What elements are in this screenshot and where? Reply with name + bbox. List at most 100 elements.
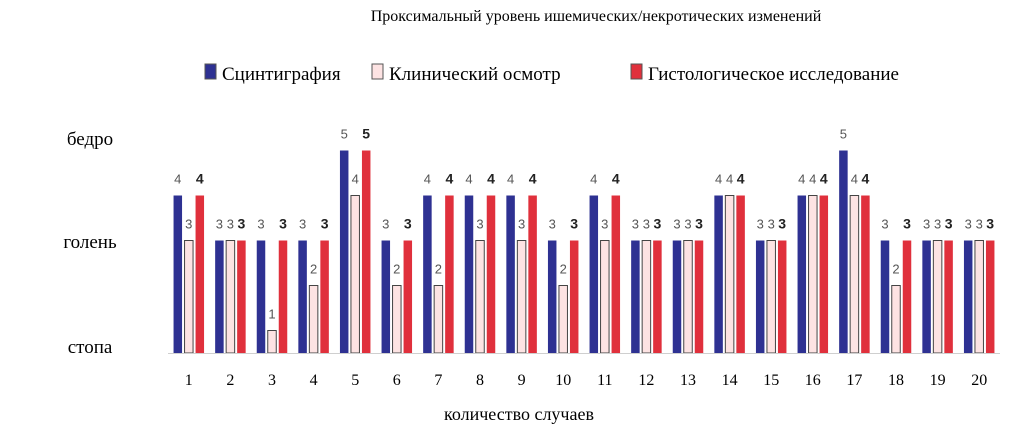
bar — [932, 240, 943, 354]
data-label: 3 — [881, 217, 888, 232]
data-label: 3 — [903, 216, 911, 232]
x-tick-label: 17 — [846, 372, 862, 389]
bar — [880, 240, 890, 353]
bar — [797, 195, 807, 353]
x-tick-label: 10 — [555, 372, 571, 389]
bar — [808, 195, 818, 354]
bar — [361, 150, 371, 353]
x-tick-label: 6 — [393, 372, 401, 389]
x-tick-label: 19 — [930, 372, 946, 389]
bar — [350, 195, 360, 354]
bar — [922, 240, 931, 353]
bar — [237, 240, 246, 353]
data-label: 4 — [174, 172, 181, 187]
bar — [839, 150, 848, 353]
bar — [308, 285, 319, 354]
bar — [433, 285, 444, 354]
x-tick-label: 4 — [310, 372, 318, 389]
data-label: 2 — [892, 262, 899, 277]
bar — [944, 240, 953, 353]
legend-label: Клинический осмотр — [389, 64, 561, 85]
bar — [963, 240, 973, 353]
y-tick-label: бедро — [67, 129, 113, 150]
bar — [298, 240, 307, 353]
data-label: 3 — [673, 217, 680, 232]
bar — [173, 195, 183, 353]
data-label: 2 — [393, 262, 400, 277]
bar — [641, 240, 652, 354]
data-label: 2 — [310, 262, 317, 277]
x-tick-label: 8 — [476, 372, 484, 389]
data-label: 4 — [487, 171, 495, 187]
bar — [589, 195, 599, 353]
data-label: 3 — [518, 217, 525, 232]
data-label: 3 — [778, 216, 786, 232]
data-label: 3 — [965, 217, 972, 232]
bar — [724, 195, 735, 354]
data-label: 4 — [529, 171, 537, 187]
bar — [475, 240, 485, 354]
bar — [381, 240, 391, 353]
bars — [173, 150, 995, 354]
bar — [600, 240, 610, 354]
bar — [974, 240, 984, 354]
bar — [777, 240, 787, 353]
legend-label: Сцинтиграфия — [222, 64, 341, 85]
data-label: 3 — [404, 216, 412, 232]
bar — [683, 240, 693, 354]
data-label: 3 — [185, 217, 192, 232]
x-tick-label: 5 — [351, 372, 359, 389]
bar — [464, 195, 474, 353]
bar — [403, 240, 413, 353]
bar — [631, 240, 640, 353]
legend-label: Гистологическое исследование — [648, 64, 899, 85]
y-tick-label: голень — [63, 232, 117, 253]
data-label: 3 — [986, 216, 994, 232]
data-label: 4 — [809, 172, 816, 187]
data-label: 4 — [612, 171, 620, 187]
data-label: 3 — [549, 217, 556, 232]
bar — [339, 150, 349, 353]
bar — [653, 240, 662, 353]
chart-title: Проксимальный уровень ишемических/некрот… — [371, 8, 822, 25]
data-label: 3 — [382, 217, 389, 232]
bar — [184, 240, 194, 354]
legend: Сцинтиграфия Клинический осмотр Гистологич… — [204, 63, 899, 85]
bar — [902, 240, 912, 353]
x-tick-label: 11 — [597, 372, 612, 389]
bar — [486, 195, 496, 353]
data-label: 3 — [570, 216, 578, 232]
data-label: 3 — [321, 216, 329, 232]
bar — [861, 195, 870, 353]
data-label: 3 — [934, 217, 941, 232]
bar — [506, 195, 515, 353]
bar — [736, 195, 745, 353]
bar — [215, 240, 224, 353]
bar — [849, 195, 860, 354]
legend-swatch — [371, 63, 384, 80]
x-tick-label: 7 — [434, 372, 442, 389]
x-tick-label: 1 — [185, 372, 193, 389]
bar — [611, 195, 621, 353]
data-label: 3 — [923, 217, 930, 232]
data-label: 5 — [840, 127, 847, 142]
data-label: 5 — [341, 127, 348, 142]
bar — [225, 240, 236, 354]
data-label: 3 — [238, 216, 246, 232]
bar — [256, 240, 266, 353]
data-label: 4 — [851, 172, 858, 187]
data-label: 4 — [737, 171, 745, 187]
legend-swatch — [204, 63, 217, 80]
x-tick-label: 15 — [763, 372, 779, 389]
data-label: 4 — [798, 172, 805, 187]
data-label: 3 — [227, 217, 234, 232]
x-tick-label: 2 — [226, 372, 234, 389]
x-axis: 1 2 3 4 5 6 7 8 9 10 11 12 13 14 15 16 17 18 19 20 — [168, 353, 1000, 389]
data-label: 3 — [768, 217, 775, 232]
bar — [392, 285, 402, 354]
bar — [267, 330, 277, 354]
data-label: 3 — [643, 217, 650, 232]
data-label: 3 — [601, 217, 608, 232]
x-axis-label: количество случаев — [444, 404, 594, 424]
bar — [547, 240, 557, 353]
